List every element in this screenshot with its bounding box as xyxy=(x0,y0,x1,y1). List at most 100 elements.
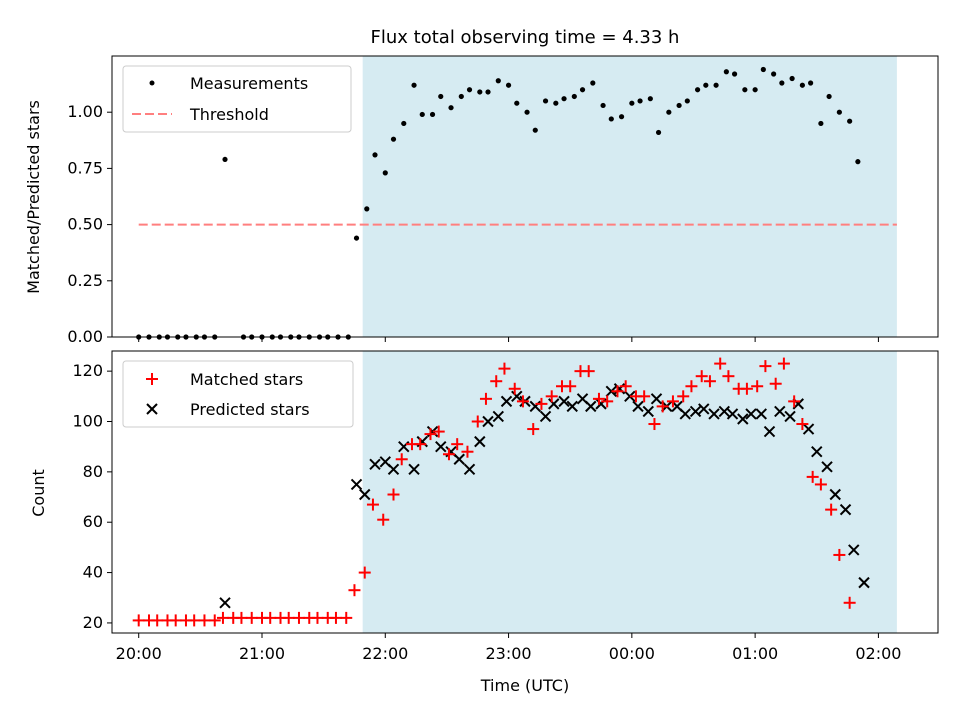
predicted-star-point xyxy=(387,463,400,476)
matched-star-point xyxy=(619,380,632,393)
predicted-star-point xyxy=(811,446,823,458)
measurement-point xyxy=(353,235,360,241)
measurement-point xyxy=(524,109,530,115)
measurement-point xyxy=(847,118,853,124)
legend-label-matched-stars: Matched stars xyxy=(190,370,303,389)
matched-star-point xyxy=(814,478,827,491)
predicted-star-point xyxy=(689,405,702,418)
measurement-point xyxy=(419,111,425,118)
predicted-star-point xyxy=(650,393,663,405)
predicted-star-point xyxy=(624,390,636,403)
matched-star-point xyxy=(777,357,790,370)
predicted-star-point xyxy=(492,410,504,423)
measurement-point xyxy=(629,100,635,106)
top-y-ticks: 0.00 0.25 0.50 0.75 1.00 xyxy=(67,102,112,346)
matched-star-point xyxy=(703,375,716,388)
predicted-star-point xyxy=(474,435,486,448)
measurement-point xyxy=(655,129,662,136)
measurement-point xyxy=(752,87,758,93)
matched-star-point xyxy=(490,375,503,388)
measurement-point xyxy=(466,87,473,93)
bottom-panel: 20 40 60 80 100 120 20:00 21:00 22:00 23:00 00:00… xyxy=(29,350,939,695)
top-legend-box xyxy=(122,65,352,133)
matched-star-point xyxy=(648,418,661,431)
bottom-y-tick-label: 100 xyxy=(72,412,103,431)
predicted-star-point xyxy=(784,410,796,423)
matched-star-point xyxy=(387,488,400,501)
matched-star-point xyxy=(395,453,408,466)
matched-star-point xyxy=(348,584,361,597)
x-tick-label: 00:00 xyxy=(609,644,655,663)
matched-star-point xyxy=(151,614,164,627)
matched-star-point xyxy=(527,423,540,436)
bottom-y-tick-label: 40 xyxy=(83,563,103,582)
matched-star-point xyxy=(751,380,764,393)
matched-star-point xyxy=(282,611,295,624)
predicted-star-point xyxy=(605,385,618,397)
measurement-point xyxy=(694,87,701,93)
measurement-point xyxy=(676,102,682,109)
predicted-star-point xyxy=(585,400,597,413)
measurement-point xyxy=(477,89,483,95)
predicted-star-point xyxy=(718,405,731,418)
measurement-point xyxy=(532,127,538,133)
matched-star-point xyxy=(759,360,772,373)
measurement-point xyxy=(818,120,824,127)
legend-label-measurements: Measurements xyxy=(190,74,308,93)
measurement-point xyxy=(514,100,520,106)
matched-star-point xyxy=(806,470,819,483)
predicted-star-point xyxy=(642,405,654,418)
measurement-point xyxy=(571,93,577,100)
measurement-point xyxy=(723,69,729,75)
matched-star-point xyxy=(833,548,846,561)
matched-star-point xyxy=(825,503,838,516)
matched-star-point xyxy=(424,428,437,441)
matched-star-point xyxy=(656,400,669,413)
legend-marker-matched-stars xyxy=(146,373,158,385)
matched-star-point xyxy=(329,611,342,624)
matched-star-point xyxy=(666,395,679,408)
predicted-star-point xyxy=(219,597,231,609)
measurement-point xyxy=(799,82,805,88)
matched-star-point xyxy=(208,614,221,627)
matched-star-point xyxy=(685,380,698,393)
predicted-star-point xyxy=(763,425,776,438)
predicted-star-point xyxy=(548,398,560,410)
top-y-tick-label: 1.00 xyxy=(67,102,103,121)
predicted-star-point xyxy=(829,488,841,501)
matched-star-point xyxy=(366,498,379,511)
matched-star-point xyxy=(340,611,353,624)
measurement-point xyxy=(684,98,690,104)
bottom-y-ticks: 20 40 60 80 100 120 xyxy=(72,361,112,632)
matched-star-point xyxy=(535,397,548,410)
measurement-point xyxy=(364,206,370,212)
matched-star-point xyxy=(611,385,624,398)
measurement-point xyxy=(505,82,512,88)
measurement-point xyxy=(448,105,454,111)
bottom-legend-box xyxy=(122,360,354,428)
bottom-y-tick-label: 120 xyxy=(72,361,103,380)
x-axis-label: Time (UTC) xyxy=(480,676,569,695)
x-tick-label: 20:00 xyxy=(116,644,162,663)
measurement-point xyxy=(411,82,417,88)
matched-star-point xyxy=(479,392,492,405)
x-tick-label: 01:00 xyxy=(732,644,778,663)
predicted-star-point xyxy=(858,576,870,589)
matched-star-point xyxy=(592,392,605,405)
legend-label-predicted-stars: Predicted stars xyxy=(190,400,310,419)
matched-star-point xyxy=(796,418,809,431)
bottom-y-axis-label: Count xyxy=(29,469,48,517)
predicted-star-point xyxy=(708,408,720,420)
matched-star-point xyxy=(769,377,782,390)
legend-marker-measurements xyxy=(149,80,155,86)
bottom-legend: Matched stars Predicted stars xyxy=(122,360,354,428)
measurement-point xyxy=(618,114,625,120)
predicted-star-point xyxy=(839,503,852,516)
matched-star-point xyxy=(264,611,277,624)
matched-star-point xyxy=(788,395,801,408)
predicted-star-point xyxy=(500,395,513,408)
measurement-point xyxy=(808,80,814,86)
top-y-tick-label: 0.25 xyxy=(67,271,103,290)
measurement-point xyxy=(222,156,228,163)
